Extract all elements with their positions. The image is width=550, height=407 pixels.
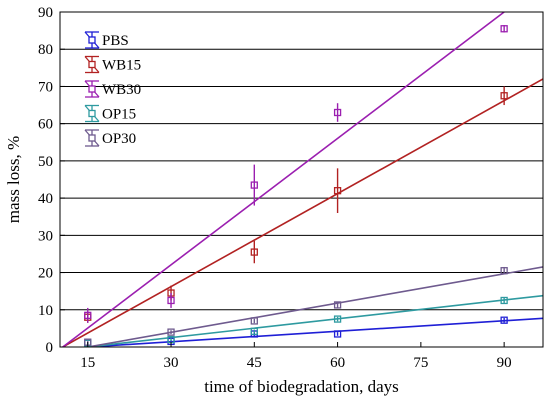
- plot-frame: [59, 11, 544, 348]
- y-tick-label: 40: [38, 191, 53, 207]
- point-marker: [250, 248, 258, 256]
- point-marker: [250, 317, 258, 325]
- x-tick-label: 60: [330, 355, 345, 371]
- legend-item-wb30: WB30: [84, 80, 141, 98]
- point-marker: [167, 328, 175, 336]
- data-points: [84, 25, 508, 347]
- x-tick-label: 75: [413, 355, 428, 371]
- data-point-wb30: [84, 307, 92, 323]
- data-point-wb30: [167, 293, 175, 308]
- point-marker: [333, 301, 342, 309]
- point-marker: [333, 315, 342, 323]
- data-point-op30: [250, 317, 258, 325]
- x-axis-label: time of biodegradation, days: [204, 377, 399, 396]
- legend-label: OP30: [102, 131, 136, 147]
- data-point-op15: [333, 315, 342, 323]
- legend-item-wb15: WB15: [84, 55, 141, 74]
- data-point-wb15: [250, 240, 258, 264]
- y-tick-label: 10: [38, 303, 53, 319]
- y-tick-label: 60: [38, 117, 53, 133]
- x-tick-label: 45: [247, 355, 262, 371]
- y-tick-label: 30: [38, 228, 53, 244]
- data-point-op15: [250, 327, 258, 336]
- legend: PBS WB15 WB30 OP15 OP30: [84, 31, 141, 147]
- point-marker: [500, 296, 508, 305]
- legend-marker: [88, 36, 96, 44]
- point-marker: [84, 311, 92, 320]
- point-marker: [250, 327, 258, 336]
- point-marker: [500, 92, 508, 100]
- legend-marker: [88, 134, 96, 142]
- data-point-wb30: [250, 164, 258, 206]
- fit-line-pbs: [87, 317, 543, 347]
- data-point-op15: [500, 296, 508, 305]
- data-point-wb15: [500, 86, 508, 106]
- x-tick-label: 30: [164, 355, 179, 371]
- data-point-pbs: [500, 316, 508, 324]
- fit-line-wb15: [62, 78, 543, 347]
- point-marker: [167, 296, 175, 305]
- axis-ticks: 0 10 20 30 40 50 60 70 80 90 15 30 45 60 75 90: [38, 5, 512, 371]
- y-tick-label: 50: [38, 154, 53, 170]
- legend-marker: [88, 85, 96, 93]
- y-tick-label: 0: [46, 340, 54, 356]
- fit-lines: [62, 12, 543, 347]
- data-point-pbs: [333, 330, 342, 338]
- legend-label: WB15: [102, 58, 141, 74]
- y-tick-label: 90: [38, 5, 53, 21]
- y-tick-label: 80: [38, 42, 53, 58]
- data-point-wb15: [333, 168, 342, 213]
- fit-line-op15: [87, 294, 543, 347]
- y-axis-label: mass loss, %: [4, 136, 23, 223]
- x-tick-label: 90: [497, 355, 512, 371]
- legend-item-op30: OP30: [84, 129, 136, 147]
- legend-item-op15: OP15: [84, 104, 136, 123]
- data-point-op30: [167, 328, 175, 336]
- point-marker: [333, 330, 342, 338]
- y-tick-label: 70: [38, 79, 53, 95]
- legend-label: OP15: [102, 107, 136, 123]
- point-marker: [500, 25, 508, 33]
- point-marker: [333, 187, 342, 195]
- data-point-op30: [500, 266, 508, 275]
- data-point-op30: [333, 301, 342, 309]
- grid-lines: [60, 48, 543, 311]
- y-tick-label: 20: [38, 266, 53, 282]
- legend-marker: [88, 60, 96, 69]
- point-marker: [500, 316, 508, 324]
- legend-marker: [88, 109, 96, 118]
- point-marker: [500, 267, 508, 275]
- point-marker: [250, 181, 258, 189]
- legend-item-pbs: PBS: [84, 31, 129, 49]
- data-point-wb30: [333, 103, 342, 122]
- point-marker: [333, 108, 342, 117]
- x-tick-label: 15: [80, 355, 95, 371]
- fit-line-op30: [87, 266, 543, 347]
- data-point-wb30: [500, 25, 508, 33]
- legend-label: PBS: [102, 33, 129, 49]
- fit-line-wb30: [62, 12, 505, 347]
- legend-label: WB30: [102, 82, 141, 98]
